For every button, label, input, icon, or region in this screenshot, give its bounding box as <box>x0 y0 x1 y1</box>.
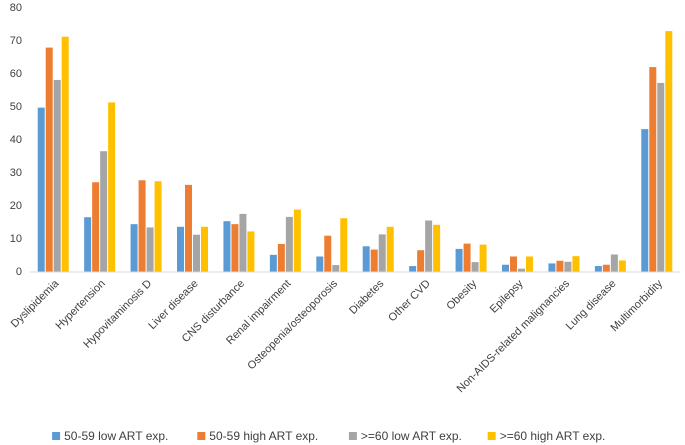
x-tick-label: Osteopenia/osteoporosis <box>245 277 340 372</box>
bar <box>510 256 517 272</box>
y-tick-label: 30 <box>10 167 22 179</box>
bar <box>92 182 100 272</box>
bar <box>378 234 386 272</box>
legend-label: 50-59 high ART exp. <box>209 429 318 443</box>
x-tick-label: Diabetes <box>347 277 387 317</box>
bar <box>108 102 116 272</box>
bar <box>37 107 45 272</box>
y-tick-label: 20 <box>10 200 22 212</box>
legend-label: >=60 low ART exp. <box>361 429 462 443</box>
bar <box>610 254 618 272</box>
bar <box>370 249 378 272</box>
y-tick-label: 50 <box>10 101 22 113</box>
y-tick-label: 70 <box>10 35 22 47</box>
bar <box>247 231 255 272</box>
bar <box>386 226 394 272</box>
bar <box>269 254 277 272</box>
y-tick-label: 60 <box>10 68 22 80</box>
bar <box>471 262 479 272</box>
legend-swatch <box>197 432 206 440</box>
bar <box>84 217 92 272</box>
bar <box>177 226 184 272</box>
y-tick-label: 80 <box>10 2 22 14</box>
bar <box>324 235 332 272</box>
bar <box>665 31 673 272</box>
bar <box>146 227 154 272</box>
bar <box>316 256 324 272</box>
bar <box>417 250 425 272</box>
bar <box>100 151 108 272</box>
legend-swatch <box>487 432 496 440</box>
bar <box>293 209 301 272</box>
bar <box>138 180 146 272</box>
legend: 50-59 low ART exp. 50-59 high ART exp. >=6… <box>52 429 605 443</box>
bar <box>201 226 208 272</box>
bar <box>502 264 509 272</box>
bar <box>53 79 61 272</box>
bar <box>618 260 626 272</box>
bar <box>594 266 602 272</box>
y-tick-label: 10 <box>10 233 22 245</box>
legend-label: 50-59 low ART exp. <box>64 429 168 443</box>
bar <box>154 181 162 272</box>
legend-label: >=60 high ART exp. <box>500 429 606 443</box>
bar <box>130 224 138 272</box>
x-tick-label: Other CVD <box>386 278 433 325</box>
bar <box>239 213 247 272</box>
bar <box>45 47 53 272</box>
bar <box>433 224 441 272</box>
bar <box>425 220 433 272</box>
y-tick-label: 40 <box>10 134 22 146</box>
bar <box>223 221 231 272</box>
bar <box>193 234 200 272</box>
bar <box>277 243 285 272</box>
bar <box>556 260 564 272</box>
bar <box>340 218 348 272</box>
bar <box>564 261 572 272</box>
bar <box>61 36 69 273</box>
bar <box>518 268 525 272</box>
bar <box>602 264 610 272</box>
bar <box>463 243 471 272</box>
x-tick-label: Obesity <box>444 277 479 312</box>
x-tick-label: Epilepsy <box>488 277 526 315</box>
bar <box>285 216 293 272</box>
bar <box>409 266 417 272</box>
bar <box>526 256 533 272</box>
bar <box>332 265 340 272</box>
bar <box>657 82 665 272</box>
bar <box>572 256 580 272</box>
bar <box>185 184 192 272</box>
bar <box>548 263 556 272</box>
y-tick-label: 0 <box>16 266 22 278</box>
bar <box>455 248 463 272</box>
bar <box>479 244 487 272</box>
bar <box>231 224 239 272</box>
bar <box>641 129 649 272</box>
legend-swatch <box>348 432 357 440</box>
bar <box>362 246 370 272</box>
legend-swatch <box>52 432 61 440</box>
bar <box>649 67 657 272</box>
